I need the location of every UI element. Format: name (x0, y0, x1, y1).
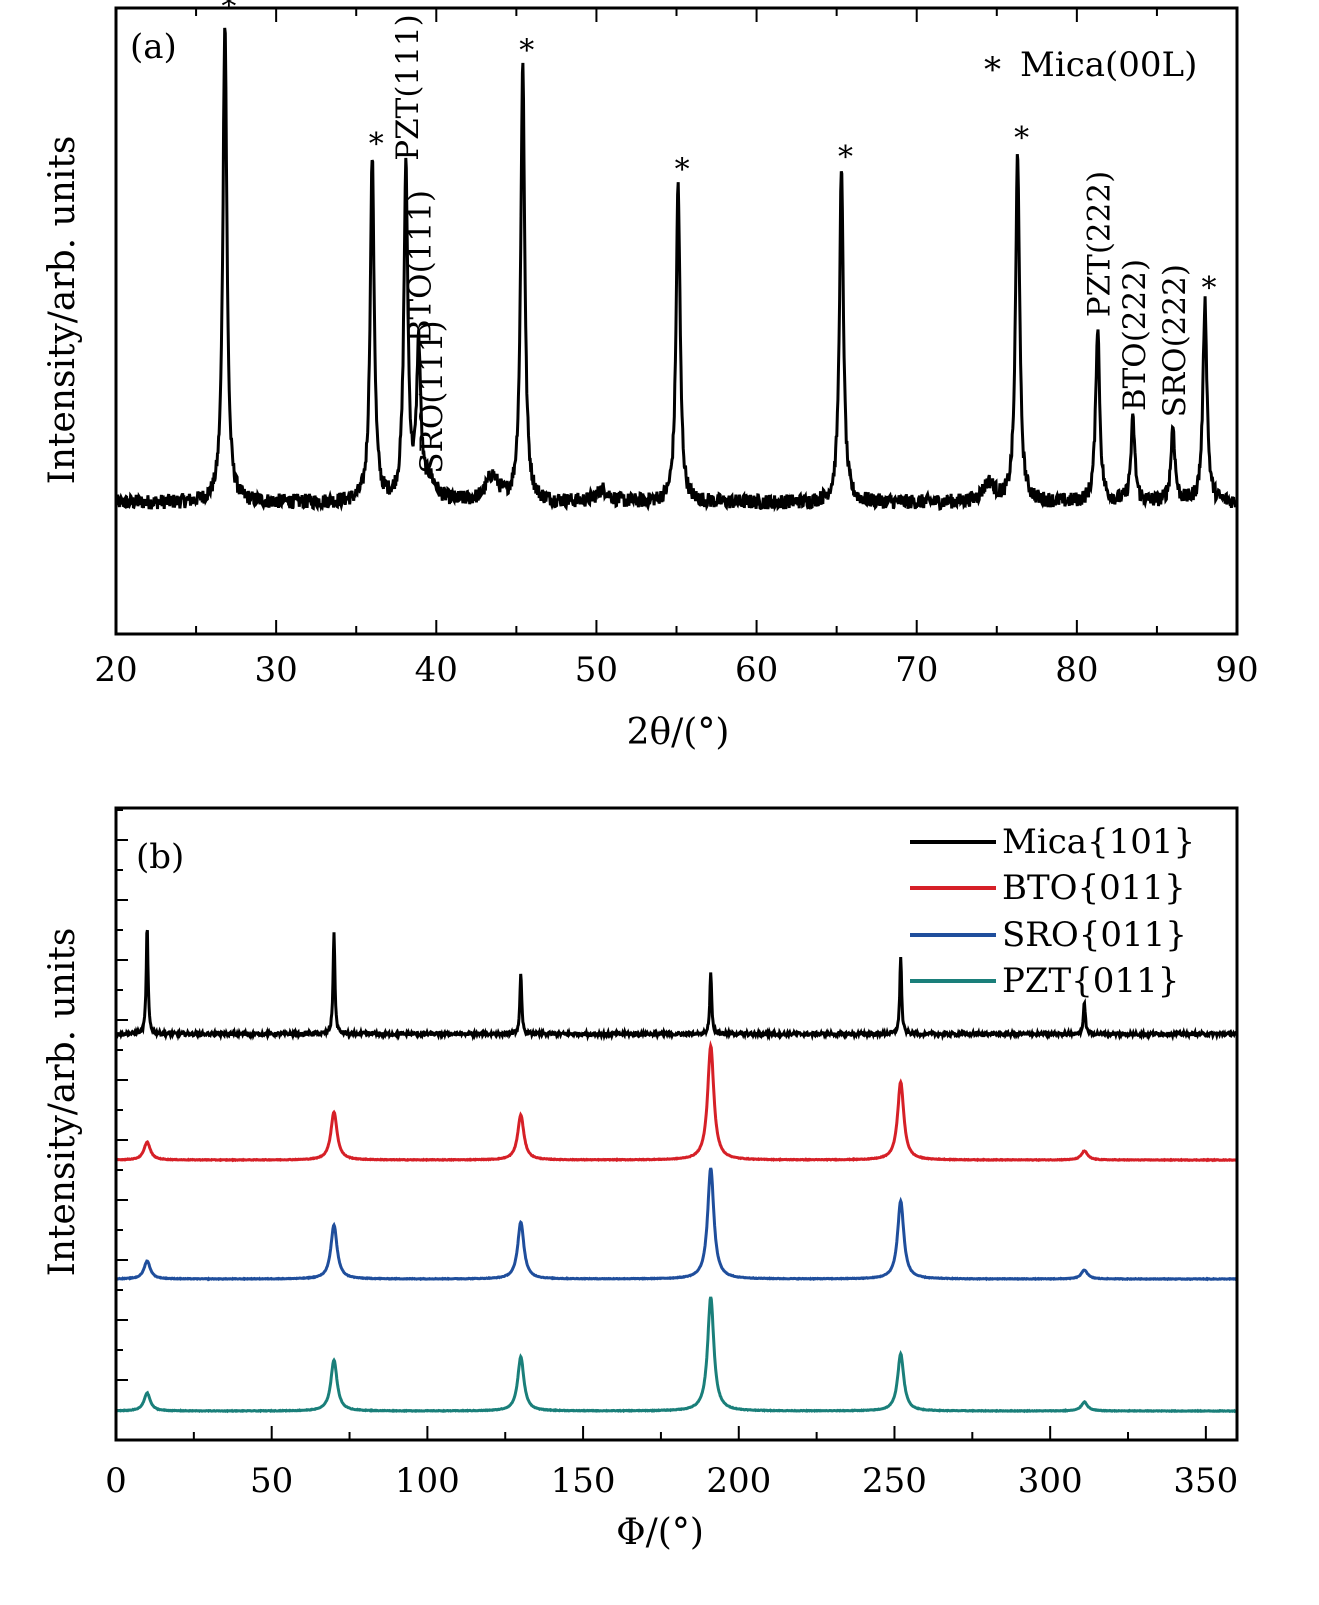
panel-b-x-tick-label: 0 (105, 1461, 127, 1501)
panel-a-x-tick-label: 40 (415, 650, 458, 690)
panel-a-x-tick-label: 50 (575, 650, 618, 690)
legend-label-sro: SRO{011} (1002, 915, 1187, 955)
panel-b-y-axis-title: Intensity/arb. units (42, 928, 83, 1277)
panel-b-series-sro-curve (115, 1167, 1237, 1282)
panel-a-mica-star: * (838, 140, 853, 175)
panel-a-x-tick-label: 20 (94, 650, 137, 690)
panel-a-peak-label: BTO(222) (1117, 259, 1153, 411)
panel-b-x-axis-title: Φ/(°) (616, 1512, 704, 1553)
panel-a: 20 30 40 50 60 70 80 90 ** PZT(111)BTO(111)SRO(1… (42, 0, 1259, 753)
panel-a-mica-star: * (1014, 121, 1029, 156)
panel-b-series-bto-curve (115, 1040, 1237, 1163)
panel-a-y-axis-title: Intensity/arb. units (42, 136, 83, 485)
panel-a-mica-star: * (369, 127, 384, 162)
panel-b-x-tick-label: 150 (551, 1461, 616, 1501)
panel-b-x-tick-label: 100 (395, 1461, 460, 1501)
panel-a-mica-star: * (675, 152, 690, 187)
panel-b-x-tick-label: 250 (862, 1461, 927, 1501)
legend-label-mica: Mica{101} (1002, 822, 1195, 862)
panel-b-label: (b) (136, 837, 184, 877)
panel-a-label: (a) (130, 27, 177, 67)
panel-a-annotations: ** PZT(111)BTO(111)SRO(111)** **PZT(222)BT… (221, 0, 1216, 474)
legend-label-pzt: PZT{011} (1002, 961, 1179, 1001)
panel-a-legend-marker: * (984, 50, 1001, 90)
panel-b-series-pzt-curve (115, 1296, 1237, 1414)
legend-label-bto: BTO{011} (1002, 868, 1186, 908)
panel-a-xrd-curve (114, 27, 1239, 513)
panel-a-x-axis-title: 2θ/(°) (627, 712, 730, 753)
panel-a-x-tick-label: 30 (255, 650, 298, 690)
panel-b-series-mica-curve (115, 929, 1238, 1042)
panel-a-mica-star: * (1201, 271, 1216, 306)
panel-b: 0 50 100 150 200 250 300 350 (b) Mica{101} BTO{… (42, 806, 1239, 1553)
panel-a-peak-label: SRO(111) (414, 320, 450, 473)
panel-b-x-tick-label: 200 (706, 1461, 771, 1501)
panel-b-x-tick-label: 350 (1173, 1461, 1238, 1501)
panel-a-x-tick-label: 60 (735, 650, 778, 690)
panel-a-peak-label: PZT(111) (390, 14, 426, 160)
panel-a-tick-labels: 20 30 40 50 60 70 80 90 (94, 650, 1258, 690)
panel-b-x-tick-label: 50 (250, 1461, 293, 1501)
panel-a-peak-label: SRO(222) (1157, 264, 1193, 417)
panel-a-mica-star: * (519, 33, 534, 68)
panel-a-mica-star: * (221, 0, 236, 25)
panel-a-peak-label: BTO(111) (403, 190, 439, 342)
panel-b-x-tick-label: 300 (1018, 1461, 1083, 1501)
panel-b-frame (114, 806, 1239, 1442)
panel-a-x-tick-label: 90 (1215, 650, 1258, 690)
panel-a-peak-label: PZT(222) (1082, 171, 1118, 317)
panel-a-frame (114, 6, 1239, 636)
panel-a-x-tick-label: 80 (1055, 650, 1098, 690)
panel-b-tick-labels: 0 50 100 150 200 250 300 350 (105, 1461, 1238, 1501)
panel-b-legend: Mica{101} BTO{011} SRO{011} PZT{011} (910, 822, 1195, 1001)
panel-a-legend-text: Mica(00L) (1020, 45, 1197, 85)
panel-a-x-tick-label: 70 (895, 650, 938, 690)
